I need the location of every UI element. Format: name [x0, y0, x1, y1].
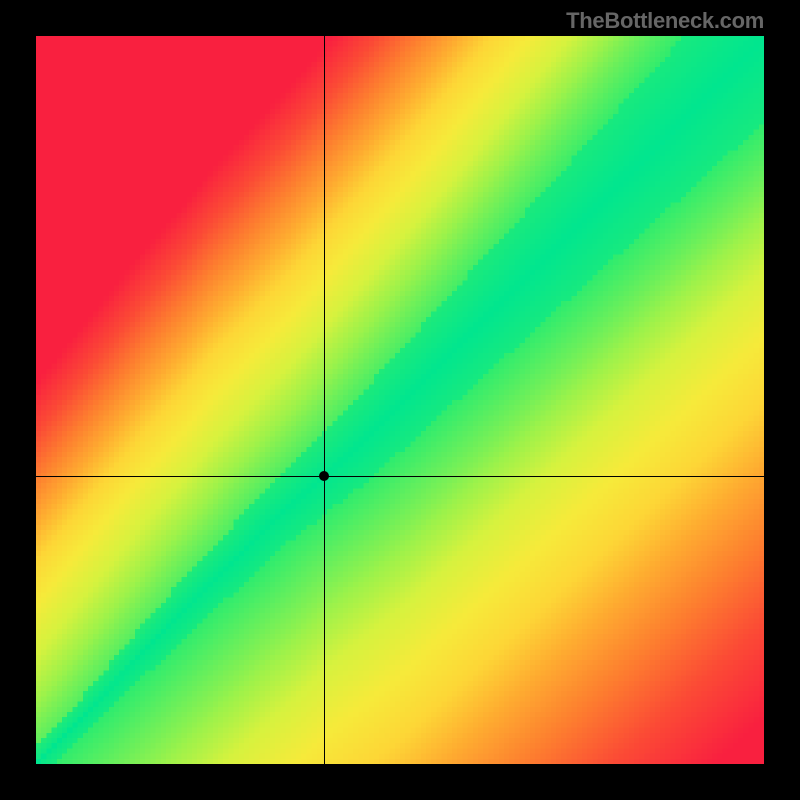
- crosshair-horizontal: [36, 476, 764, 477]
- heatmap-canvas: [36, 36, 764, 764]
- bottleneck-heatmap: [36, 36, 764, 764]
- watermark-text: TheBottleneck.com: [566, 8, 764, 34]
- crosshair-vertical: [324, 36, 325, 764]
- crosshair-point: [319, 471, 329, 481]
